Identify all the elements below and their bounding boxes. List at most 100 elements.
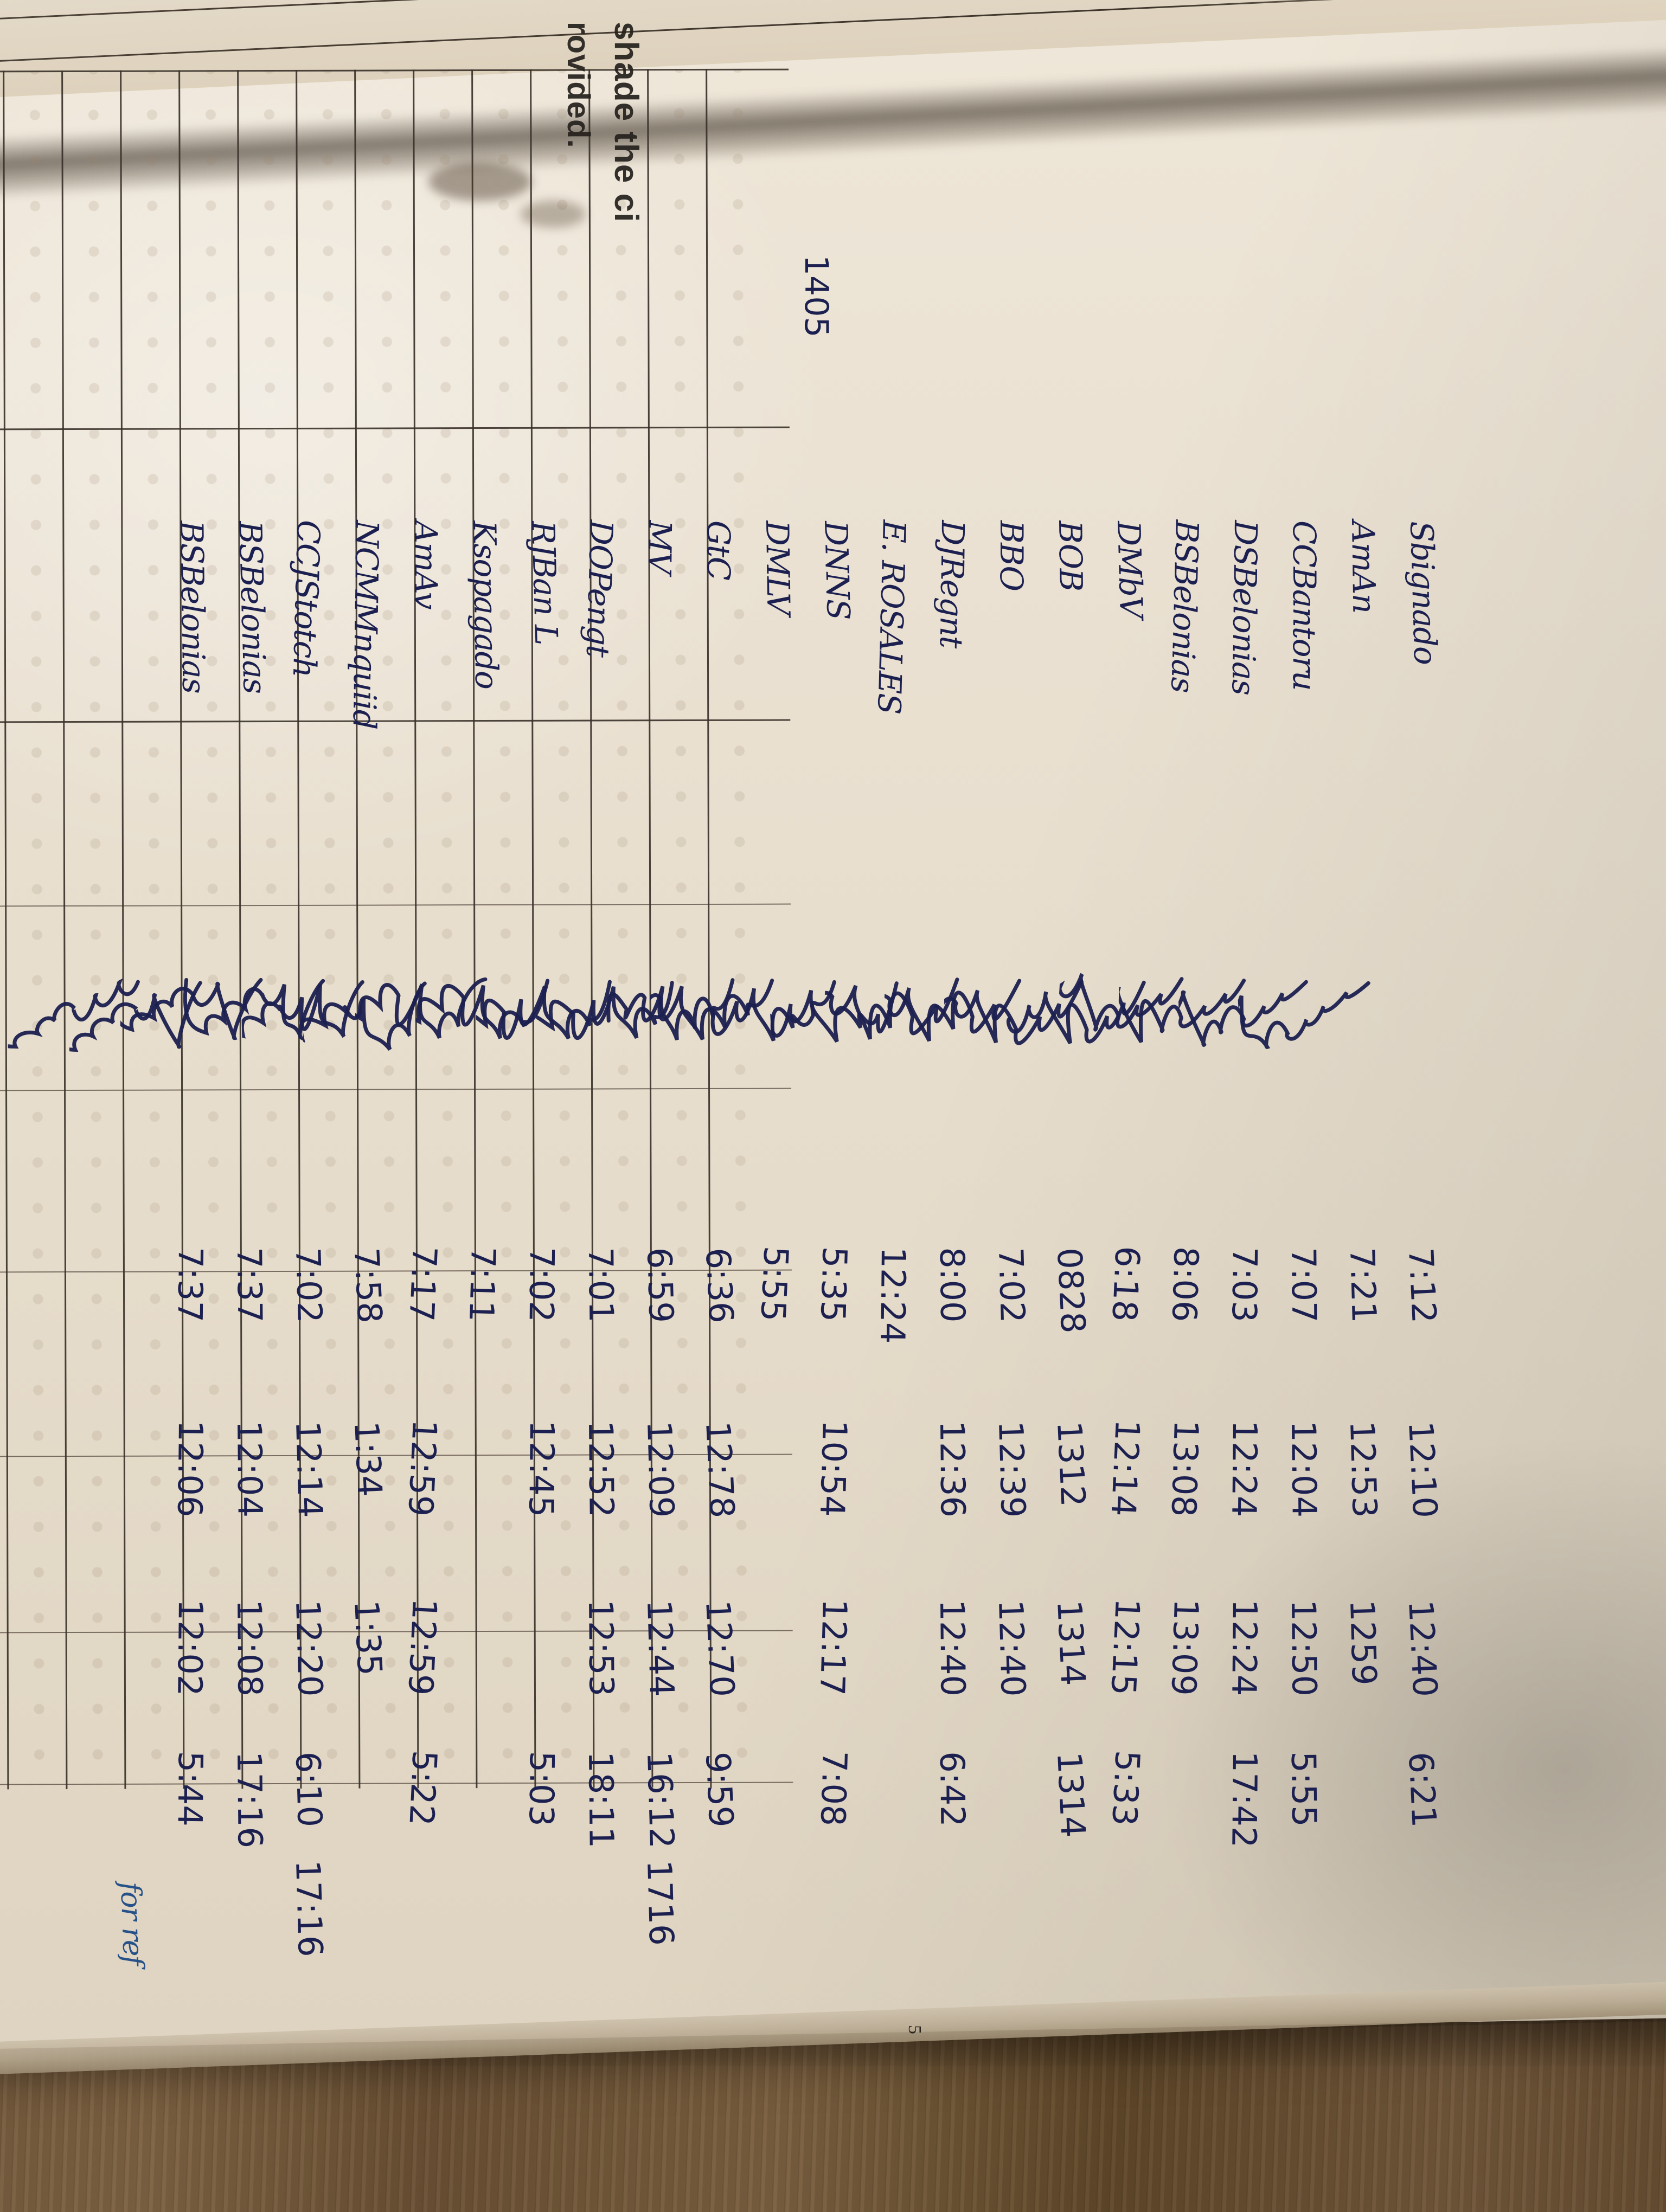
cell-name: DMLV — [759, 520, 797, 615]
ink-smudge — [428, 163, 531, 201]
printed-instruction-line-1: shade the ci — [607, 22, 645, 223]
cell-signature — [944, 970, 1108, 1066]
row-divider — [471, 69, 478, 1789]
ink-smudge — [521, 201, 586, 228]
cell-time-in-am: 7:58 — [347, 1246, 390, 1324]
cell-time-in-pm: 12:70 — [698, 1599, 742, 1698]
cell-time-out-pm: 5:03 — [521, 1751, 562, 1827]
cell-time-in-pm: 13:09 — [1163, 1598, 1206, 1696]
cell-time-in-pm: 12:24 — [1224, 1599, 1265, 1696]
cell-name: AmAv — [407, 520, 444, 609]
cell-signature — [709, 970, 874, 1066]
cell-time-in-am: 7:17 — [401, 1245, 445, 1323]
cell-name: DOPengt — [579, 519, 620, 658]
cell-time-in-pm: 12:59 — [400, 1597, 445, 1696]
cell-time-out-pm: 17:16 — [229, 1751, 270, 1849]
cell-time-out-pm: 5:44 — [170, 1751, 210, 1827]
cell-signature — [821, 961, 989, 1063]
column-divider — [0, 1088, 792, 1093]
cell-signature — [1055, 961, 1223, 1063]
cell-time-out-pm: 6:42 — [932, 1751, 973, 1827]
cell-signature — [65, 970, 233, 1072]
cell-time-out-am: 10:54 — [812, 1419, 855, 1517]
cell-time-out-pm: 7:08 — [813, 1750, 855, 1827]
cell-time-out-am: 12:78 — [698, 1420, 742, 1519]
cell-name: Ksopagado — [466, 520, 505, 689]
cell-time-in-pm: 12:40 — [1401, 1599, 1445, 1698]
cell-time-in-am: 7:12 — [1401, 1246, 1444, 1324]
cell-signature — [241, 970, 405, 1066]
cell-time-out-am: 12:52 — [581, 1420, 621, 1518]
cell-time-out-am: 13:08 — [1163, 1419, 1206, 1517]
cell-time-out-am: 12:53 — [1342, 1420, 1385, 1519]
cell-name: BBO — [993, 520, 1030, 591]
cell-time-out-pm: 6:10 — [288, 1751, 330, 1828]
cell-time-out-am: 12:14 — [288, 1420, 331, 1519]
cell-signature — [1236, 970, 1404, 1072]
cell-name: GtC — [700, 520, 737, 580]
cell-time-in-pm: 12:40 — [932, 1599, 973, 1697]
cell-time-out-am: 1312 — [1049, 1420, 1093, 1508]
cell-time-in-pm: 12:17 — [812, 1598, 855, 1696]
cell-time-out-pm: 5:22 — [401, 1749, 445, 1827]
cell-time-in-pm: 12:20 — [288, 1599, 331, 1697]
cell-signature — [118, 961, 286, 1063]
cell-time-in-pm: 1314 — [1049, 1599, 1093, 1687]
attendance-table — [0, 68, 793, 1791]
row-divider — [3, 70, 9, 1790]
cell-time-out-am: 12:36 — [932, 1420, 973, 1518]
cell-time-in-am: 0828 — [1049, 1246, 1093, 1334]
cell-time-out-pm: 6:21 — [1401, 1751, 1444, 1829]
cell-time-in-pm: 12:08 — [229, 1599, 270, 1697]
column-divider — [0, 903, 791, 909]
cell-signature — [1178, 970, 1342, 1066]
cell-time-in-am: 7:02 — [521, 1246, 562, 1323]
cell-time-out-am: 12:06 — [170, 1420, 210, 1517]
cell-time-out-am: 12:04 — [229, 1420, 270, 1518]
row-divider — [413, 69, 419, 1789]
page-rule — [0, 0, 1666, 67]
column-divider — [0, 719, 791, 725]
cell-time-in-am: 7:11 — [462, 1246, 503, 1323]
cell-time-in-am: 7:02 — [288, 1246, 330, 1324]
row-divider — [296, 69, 302, 1789]
row-divider — [120, 70, 126, 1789]
cell-time-out-pm: 1314 — [1049, 1751, 1093, 1838]
cell-time-in-am: 6:36 — [698, 1246, 741, 1324]
cell-overtime: 17:16 — [288, 1859, 331, 1958]
cell-time-out-pm: 16:12 — [639, 1751, 682, 1849]
cell-name: BSBelonias — [232, 520, 273, 694]
cell-time-in-am: 8:00 — [932, 1246, 973, 1323]
row-marker-1405: 1405 — [797, 255, 835, 338]
cell-time-in-am: 5:55 — [753, 1245, 796, 1323]
cell-time-in-am: 7:01 — [581, 1246, 621, 1323]
cell-time-in-am: 8:06 — [1164, 1246, 1206, 1323]
cell-time-in-am: 7:21 — [1342, 1246, 1385, 1324]
cell-time-in-am: 6:59 — [639, 1246, 682, 1324]
cell-name: Sbignado — [1403, 520, 1444, 665]
cell-name: DJRegnt — [932, 520, 971, 648]
preprinted-bubbles — [0, 68, 793, 1791]
column-divider — [0, 426, 790, 432]
row-divider — [178, 70, 185, 1789]
cell-time-out-pm: 5:33 — [1104, 1749, 1148, 1827]
cell-time-in-am: 7:07 — [1284, 1246, 1324, 1323]
cell-time-out-am: 12:14 — [1103, 1418, 1148, 1517]
cell-time-in-pm: 12:44 — [639, 1599, 682, 1697]
cell-time-out-am: 1:34 — [347, 1420, 390, 1498]
cell-time-in-am: 6:18 — [1104, 1245, 1148, 1323]
cell-time-in-pm: 12:02 — [170, 1599, 210, 1696]
cell-name: DMbV — [1110, 520, 1150, 619]
cell-time-in-pm: 12:15 — [1103, 1597, 1148, 1696]
cell-time-in-am: 12:24 — [873, 1246, 913, 1344]
cell-time-in-am: 5:35 — [813, 1246, 855, 1323]
cell-time-out-am: 12:04 — [1284, 1420, 1324, 1518]
cell-name: AmAn — [1344, 520, 1383, 613]
cell-overtime: 1716 — [639, 1859, 682, 1946]
cell-signature — [7, 970, 171, 1066]
cell-time-in-pm: 12:40 — [991, 1599, 1034, 1697]
cell-time-in-pm: 12:53 — [581, 1599, 621, 1697]
cell-time-out-am: 12:09 — [639, 1420, 682, 1519]
cell-name: MV — [640, 520, 678, 574]
